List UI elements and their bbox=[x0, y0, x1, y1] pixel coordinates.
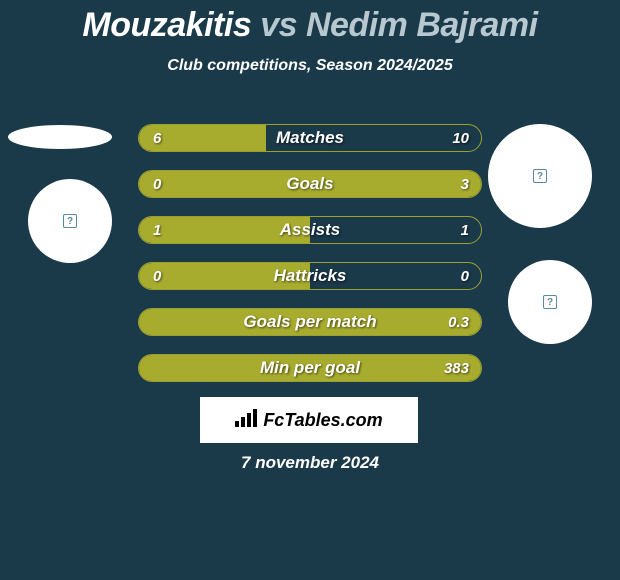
subtitle: Club competitions, Season 2024/2025 bbox=[0, 57, 620, 75]
stat-value-right: 0.3 bbox=[448, 309, 469, 335]
stat-label: Assists bbox=[139, 217, 481, 243]
avatar-circle-top_left bbox=[8, 125, 112, 149]
placeholder-image-icon: ? bbox=[533, 169, 547, 183]
stat-value-right: 383 bbox=[444, 355, 469, 381]
stat-row: Assists1 1 bbox=[138, 216, 482, 244]
stat-row: Goals per match0.3 bbox=[138, 308, 482, 336]
stat-row: Hattricks0 0 bbox=[138, 262, 482, 290]
brand-text: FcTables.com bbox=[263, 410, 382, 431]
date-text: 7 november 2024 bbox=[0, 453, 620, 473]
avatar-circle-bottom_right: ? bbox=[508, 260, 592, 344]
stat-value-left: 0 bbox=[153, 171, 161, 197]
stat-row: Goals0 3 bbox=[138, 170, 482, 198]
player2-name: Nedim Bajrami bbox=[306, 6, 538, 44]
stat-label: Hattricks bbox=[139, 263, 481, 289]
stat-value-right: 1 bbox=[461, 217, 469, 243]
stat-label: Min per goal bbox=[139, 355, 481, 381]
stat-label: Goals bbox=[139, 171, 481, 197]
stat-label: Goals per match bbox=[139, 309, 481, 335]
stat-label: Matches bbox=[139, 125, 481, 151]
brand-badge: FcTables.com bbox=[200, 397, 418, 443]
stat-row: Matches6 10 bbox=[138, 124, 482, 152]
stat-value-right: 0 bbox=[461, 263, 469, 289]
player1-name: Mouzakitis bbox=[82, 6, 251, 44]
stat-value-right: 10 bbox=[452, 125, 469, 151]
avatar-circle-mid_left: ? bbox=[28, 179, 112, 263]
stat-row: Min per goal383 bbox=[138, 354, 482, 382]
avatar-circle-top_right: ? bbox=[488, 124, 592, 228]
brand-chart-icon bbox=[235, 409, 257, 432]
stat-value-left: 0 bbox=[153, 263, 161, 289]
stat-value-left: 6 bbox=[153, 125, 161, 151]
stat-value-left: 1 bbox=[153, 217, 161, 243]
page-title: Mouzakitis vs Nedim Bajrami bbox=[0, 0, 620, 45]
vs-text: vs bbox=[260, 6, 297, 44]
stat-bars: Matches610Goals03Assists11Hattricks00Goa… bbox=[138, 124, 482, 400]
stat-value-right: 3 bbox=[461, 171, 469, 197]
placeholder-image-icon: ? bbox=[543, 295, 557, 309]
placeholder-image-icon: ? bbox=[63, 214, 77, 228]
